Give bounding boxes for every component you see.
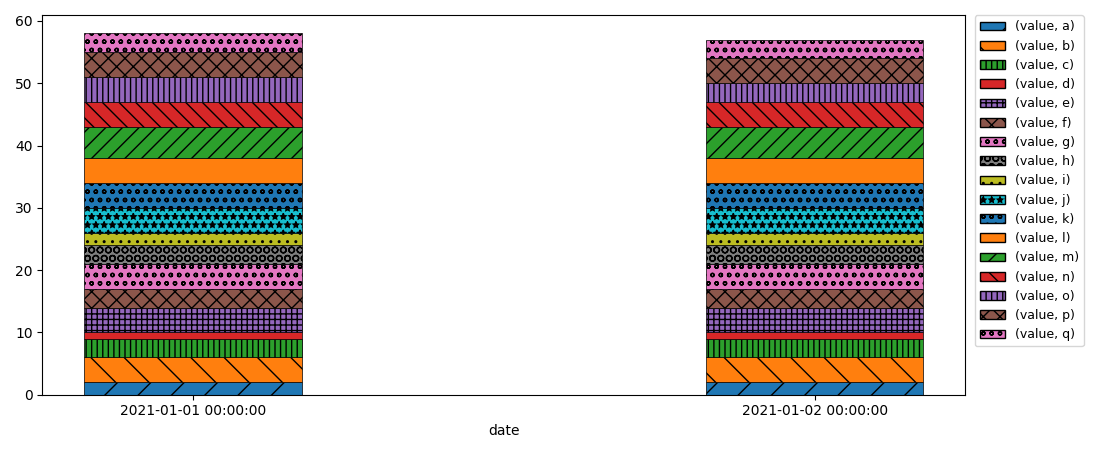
Bar bbox=[706, 289, 923, 308]
Legend: (value, a), (value, b), (value, c), (value, d), (value, e), (value, f), (value, : (value, a), (value, b), (value, c), (val… bbox=[975, 15, 1084, 347]
Bar bbox=[85, 339, 302, 357]
Bar bbox=[85, 289, 302, 308]
Bar bbox=[85, 127, 302, 158]
Bar bbox=[85, 52, 302, 77]
Bar bbox=[706, 208, 923, 233]
Bar bbox=[706, 245, 923, 264]
Bar bbox=[85, 34, 302, 52]
Bar bbox=[706, 83, 923, 102]
Bar bbox=[85, 245, 302, 264]
Bar bbox=[85, 183, 302, 208]
Bar bbox=[85, 208, 302, 233]
Bar bbox=[85, 158, 302, 183]
Bar bbox=[706, 382, 923, 395]
Bar bbox=[706, 357, 923, 382]
Bar bbox=[85, 382, 302, 395]
Bar bbox=[706, 339, 923, 357]
Bar bbox=[706, 183, 923, 208]
Bar bbox=[85, 333, 302, 339]
Bar bbox=[706, 158, 923, 183]
Bar bbox=[706, 58, 923, 83]
Bar bbox=[706, 102, 923, 127]
Bar bbox=[706, 40, 923, 58]
Bar bbox=[706, 233, 923, 245]
Bar bbox=[85, 233, 302, 245]
Bar bbox=[85, 264, 302, 289]
Bar bbox=[706, 264, 923, 289]
X-axis label: date: date bbox=[489, 424, 519, 438]
Bar bbox=[85, 357, 302, 382]
Bar bbox=[706, 127, 923, 158]
Bar bbox=[85, 77, 302, 102]
Bar bbox=[85, 308, 302, 333]
Bar bbox=[85, 102, 302, 127]
Bar bbox=[706, 308, 923, 333]
Bar bbox=[706, 333, 923, 339]
